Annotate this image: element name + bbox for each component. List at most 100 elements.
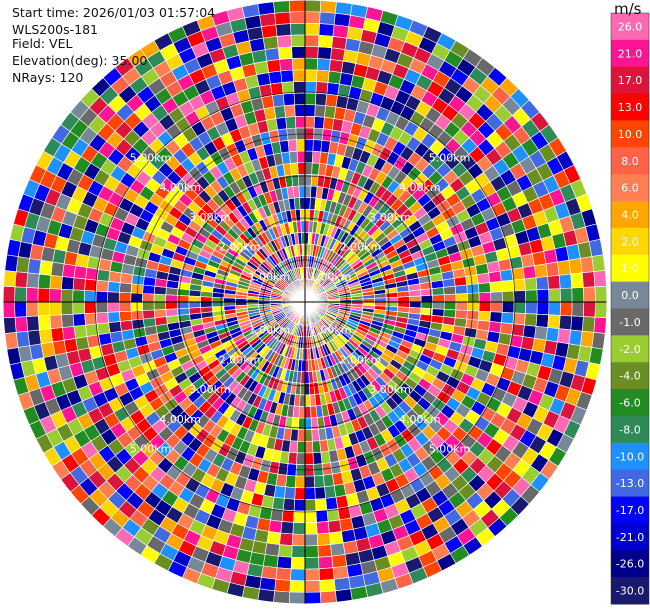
velocity-gate: [304, 429, 313, 442]
range-grid: [2, 0, 608, 605]
velocity-gate: [282, 92, 295, 106]
velocity-gate: [443, 301, 457, 311]
velocity-gate: [453, 276, 468, 287]
velocity-gate: [292, 522, 306, 535]
velocity-gate: [333, 12, 351, 28]
velocity-gate: [579, 256, 595, 274]
velocity-gate: [318, 555, 334, 570]
velocity-gate: [261, 95, 275, 110]
velocity-gate: [545, 261, 560, 277]
velocity-gate: [385, 291, 399, 299]
velocity-gate: [431, 287, 445, 296]
velocity-gate: [304, 440, 314, 454]
velocity-gate: [304, 382, 311, 396]
velocity-gate: [478, 291, 492, 303]
velocity-gate: [118, 291, 132, 303]
velocity-gate: [332, 24, 349, 39]
velocity-gate: [294, 208, 302, 222]
velocity-gate: [119, 310, 133, 322]
velocity-gate: [26, 272, 40, 289]
velocity-gate: [442, 278, 456, 288]
velocity-gate: [107, 291, 120, 303]
velocity-gate: [522, 324, 537, 339]
velocity-gate: [535, 313, 549, 328]
velocity-gate: [522, 265, 537, 280]
velocity-gate: [559, 287, 573, 303]
colorbar-segment: [611, 174, 649, 202]
colorbar-tick-label: -17.0: [616, 504, 644, 517]
velocity-gate: [304, 139, 314, 152]
velocity-gate: [274, 578, 291, 593]
velocity-gate: [107, 301, 120, 313]
velocity-gate: [327, 70, 342, 85]
velocity-gate: [98, 332, 113, 346]
velocity-gate: [304, 57, 319, 71]
instrument-label: WLS200s-181: [12, 22, 98, 37]
velocity-gate: [322, 473, 335, 488]
velocity-gate: [290, 162, 299, 176]
velocity-gate: [304, 92, 317, 106]
velocity-gate: [593, 270, 607, 288]
velocity-gate: [277, 544, 293, 558]
velocity-gate: [285, 474, 297, 488]
range-ring-label: 5.00km: [130, 443, 172, 456]
velocity-gate: [397, 301, 410, 308]
velocity-gate: [188, 295, 201, 303]
velocity-gate: [304, 475, 316, 489]
velocity-gate: [259, 576, 277, 592]
velocity-gate: [304, 22, 320, 36]
velocity-gate: [385, 296, 399, 303]
colorbar-segment: [611, 201, 649, 229]
velocity-gate: [513, 290, 526, 303]
colorbar-segment: [611, 147, 649, 175]
velocity-gate: [2, 301, 16, 319]
velocity-gate: [328, 59, 344, 73]
velocity-gate: [119, 282, 133, 294]
velocity-gate: [443, 293, 457, 303]
velocity-gate: [294, 104, 306, 117]
velocity-gate: [477, 282, 491, 294]
velocity-gate: [455, 293, 468, 303]
velocity-gate: [547, 314, 561, 330]
velocity-gate: [314, 486, 326, 500]
start-time-label: Start time: 2026/01/03 01:57:04: [12, 5, 216, 20]
velocity-gate: [581, 316, 596, 333]
velocity-gate: [497, 258, 512, 272]
velocity-gate: [279, 139, 290, 154]
range-ring-label: 1.00km: [249, 324, 291, 337]
velocity-gate: [119, 319, 134, 332]
nrays-label: NRays: 120: [12, 70, 84, 85]
colorbar-tick-label: -6.0: [619, 397, 640, 410]
range-ring-label: 1.00km: [310, 270, 352, 283]
velocity-gate: [304, 591, 322, 605]
velocity-gate: [581, 271, 596, 288]
velocity-gate: [319, 439, 329, 453]
velocity-gate: [570, 272, 584, 289]
colorbar-segment: [611, 13, 649, 41]
velocity-gate: [316, 532, 331, 546]
velocity-gate: [95, 312, 109, 325]
range-ring-label: 2.00km: [340, 241, 382, 254]
velocity-gate: [304, 46, 319, 59]
velocity-gate: [95, 279, 109, 292]
velocity-gate: [15, 330, 31, 348]
colorbar-segment: [611, 550, 649, 578]
velocity-gate: [432, 294, 445, 303]
velocity-gate: [211, 301, 225, 308]
velocity-gate: [317, 544, 333, 558]
velocity-gate: [259, 12, 277, 28]
velocity-gate: [362, 298, 375, 303]
velocity-gate: [235, 301, 248, 306]
velocity-gate: [477, 310, 491, 322]
range-ring-label: 2.00km: [340, 353, 382, 366]
colorbar-segment: [611, 66, 649, 95]
range-ring-label: 3.00km: [369, 383, 411, 396]
velocity-gate: [594, 301, 608, 319]
colorbar-segment: [611, 362, 649, 390]
velocity-gate: [142, 301, 155, 311]
velocity-gate: [25, 287, 39, 303]
velocity-gate: [285, 116, 297, 130]
velocity-gate: [279, 58, 294, 72]
colorbar-segment: [611, 120, 649, 148]
velocity-gate: [583, 301, 596, 318]
